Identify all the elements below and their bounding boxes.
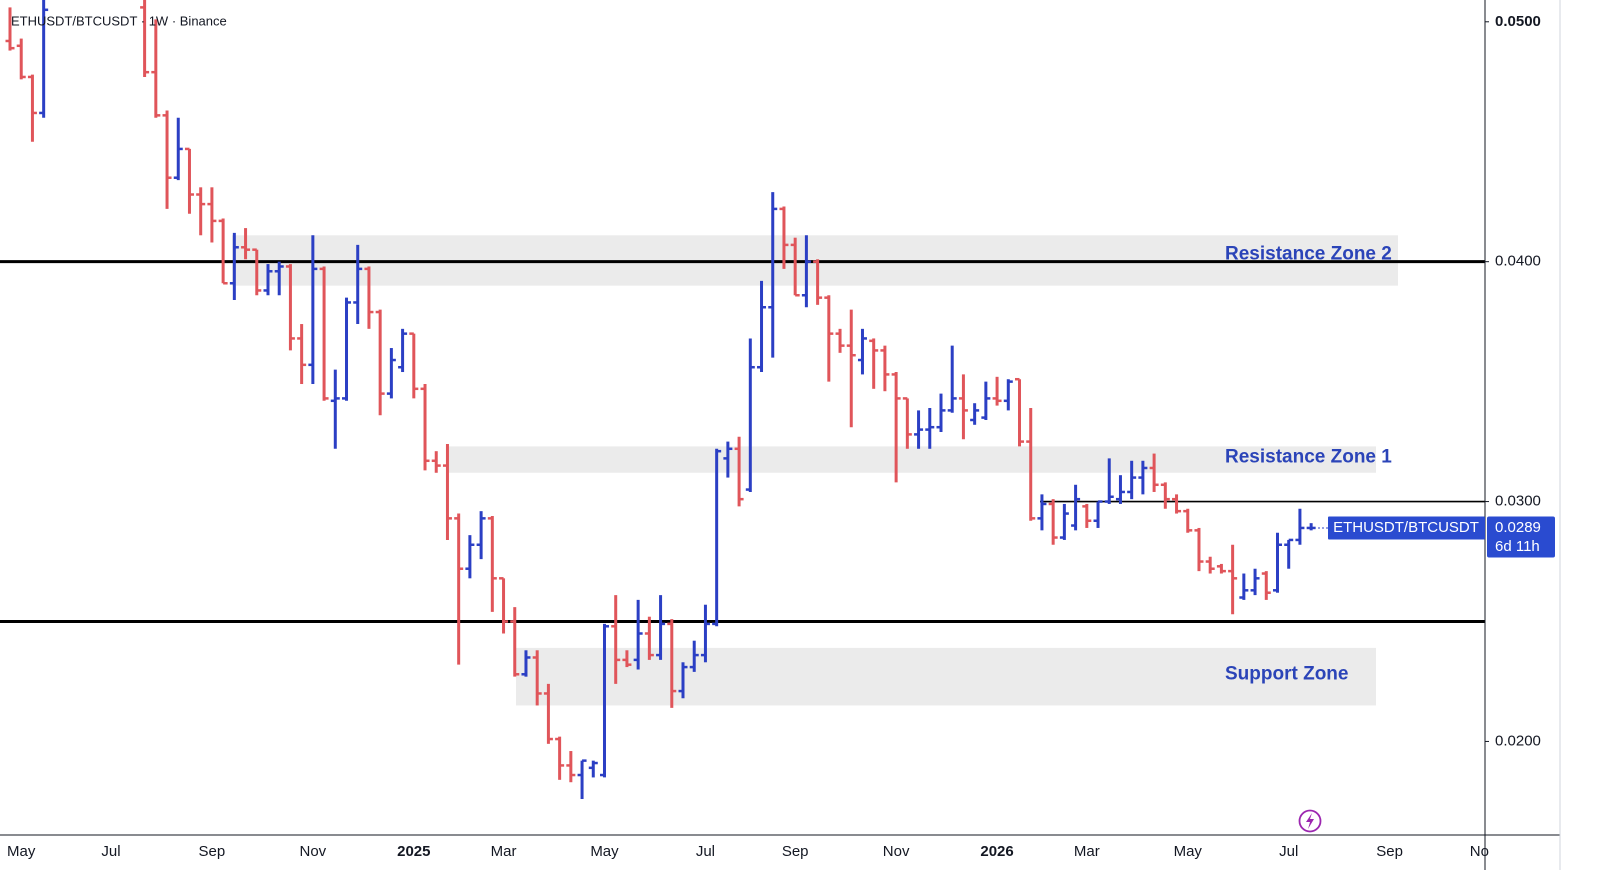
zone-label: Support Zone [1225,664,1348,685]
x-tick-label: No [1470,843,1489,860]
x-tick-label: May [1174,843,1203,860]
x-tick-label: Nov [883,843,910,860]
x-tick-label: Jul [1279,843,1298,860]
y-tick-label: 0.0400 [1495,253,1541,270]
chart-title: ETHUSDT/BTCUSDT · 1W · Binance [11,13,227,28]
zone-label: Resistance Zone 2 [1225,243,1392,264]
x-tick-label: 2026 [980,843,1013,860]
zone-label: Resistance Zone 1 [1225,447,1392,468]
last-price-countdown: 6d 11h [1495,538,1540,555]
y-tick-label: 0.0300 [1495,493,1541,510]
bars [5,0,1316,800]
lightning-icon [1298,809,1322,833]
x-tick-label: May [7,843,36,860]
x-tick-label: Jul [101,843,120,860]
overlay: Resistance Zone 2 Resistance Zone 1 Suppor… [1225,243,1555,685]
y-tick-label: 0.0200 [1495,732,1541,749]
y-tick-label: 0.0500 [1495,13,1541,30]
x-tick-label: Sep [199,843,226,860]
x-tick-label: Sep [1376,843,1403,860]
x-tick-label: May [590,843,619,860]
x-tick-label: 2025 [397,843,430,860]
axes: 0.0500 0.0400 0.0300 0.0200 May Jul Sep Nov 2025… [0,0,1561,870]
last-price-box [1487,516,1555,558]
zone-band [448,446,1376,473]
last-price-value: 0.0289 [1495,519,1541,536]
last-price-name: ETHUSDT/BTCUSDT [1333,519,1479,536]
x-tick-label: Mar [491,843,517,860]
x-tick-label: Nov [300,843,327,860]
last-price-name-box [1328,516,1485,540]
x-tick-label: Jul [696,843,715,860]
x-tick-label: Mar [1074,843,1100,860]
levels [0,260,1485,624]
x-tick-label: Sep [782,843,809,860]
